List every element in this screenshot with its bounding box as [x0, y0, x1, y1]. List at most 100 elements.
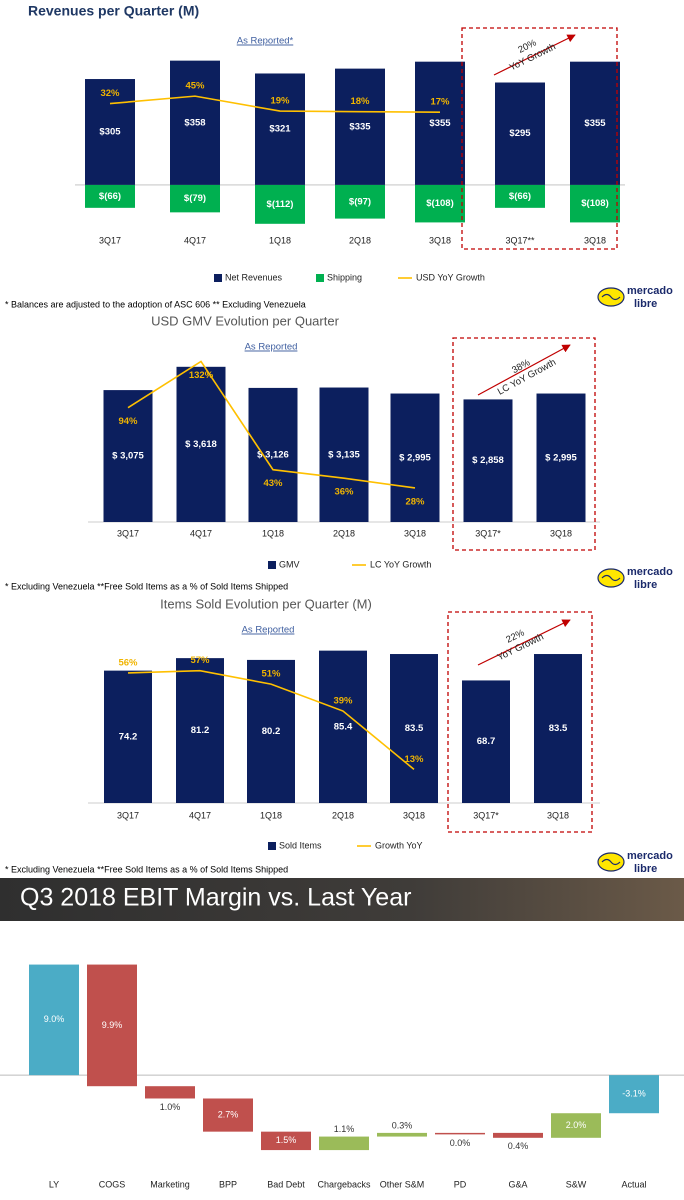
waterfall-value-label: 0.0% [450, 1138, 471, 1148]
x-tick-label: 4Q17 [189, 810, 211, 820]
logo-handshake [601, 293, 621, 301]
x-tick-label: Actual [621, 1179, 646, 1189]
line-value-label: 18% [350, 96, 370, 107]
legend-swatch [268, 842, 276, 850]
bar-value-label: 83.5 [549, 723, 568, 734]
line-value-label: 43% [263, 478, 283, 489]
x-tick-label: Marketing [150, 1179, 190, 1189]
x-tick-label: 4Q17 [184, 235, 206, 245]
x-tick-label: 3Q18 [403, 810, 425, 820]
bar [570, 184, 620, 223]
x-tick-label: 3Q18 [429, 235, 451, 245]
x-tick-label: 3Q17 [99, 235, 121, 245]
bar-value-label: $305 [99, 126, 121, 137]
x-tick-label: COGS [99, 1179, 126, 1189]
x-tick-label: PD [454, 1179, 467, 1189]
chart-title: Items Sold Evolution per Quarter (M) [160, 596, 372, 611]
bar [390, 654, 438, 803]
x-tick-label: LY [49, 1179, 59, 1189]
highlight-box [452, 337, 596, 551]
bar [335, 68, 385, 185]
x-tick-label: 2Q18 [349, 235, 371, 245]
bar-value-label: $ 2,858 [472, 455, 504, 466]
bar [415, 184, 465, 223]
bar [463, 399, 513, 522]
chart-title: Q3 2018 EBIT Margin vs. Last Year [20, 884, 411, 912]
bar-value-label: $ 3,126 [257, 449, 289, 460]
highlight-box [447, 611, 593, 833]
x-tick-label: 3Q17** [505, 235, 535, 245]
waterfall-value-label: 1.5% [276, 1135, 297, 1145]
bar [570, 61, 620, 185]
x-tick-label: 3Q17* [473, 810, 499, 820]
logo-handshake [601, 858, 621, 866]
bar-value-label: $ 3,618 [185, 439, 217, 450]
line-value-label: 19% [270, 96, 290, 107]
bar-value-label: 83.5 [405, 723, 424, 734]
legend-label: Growth YoY [375, 840, 423, 850]
line-value-label: 13% [404, 754, 424, 765]
bar [319, 387, 369, 522]
x-tick-label: 4Q17 [190, 528, 212, 538]
footnote: * Balances are adjusted to the adoption … [5, 299, 306, 309]
line-value-label: 132% [189, 370, 214, 381]
x-tick-label: 3Q17* [475, 528, 501, 538]
bar-value-label: $ 3,135 [328, 449, 360, 460]
chart-subtitle: As Reported* [237, 36, 294, 47]
line-value-label: 28% [405, 496, 425, 507]
annotation-arrow [477, 619, 571, 666]
bar-value-label: $(66) [99, 191, 121, 202]
bar [255, 184, 305, 224]
waterfall-bar [377, 1132, 427, 1137]
bar [103, 390, 153, 522]
bar-value-label: 68.7 [477, 736, 496, 747]
waterfall-value-label: 2.7% [218, 1109, 239, 1119]
bar-value-label: $295 [509, 128, 531, 139]
x-tick-label: Bad Debt [267, 1179, 305, 1189]
annotation-arrow [493, 34, 576, 76]
waterfall-bar [145, 1086, 195, 1099]
bar [104, 670, 152, 803]
legend-swatch [316, 274, 324, 282]
bar-value-label: $(112) [267, 199, 294, 210]
line-value-label: 32% [100, 88, 120, 99]
line-value-label: 57% [190, 655, 210, 666]
growth-line [127, 360, 416, 489]
logo-text: mercado [627, 285, 673, 297]
bar [176, 366, 226, 522]
bar [170, 60, 220, 185]
waterfall-value-label: 0.3% [392, 1120, 413, 1130]
line-value-label: 51% [261, 669, 281, 680]
waterfall-bar [203, 1098, 253, 1132]
waterfall-bar [87, 964, 137, 1087]
bar [495, 184, 545, 208]
bar [255, 73, 305, 185]
bar-value-label: $(108) [581, 198, 608, 209]
footnote: * Excluding Venezuela **Free Sold Items … [5, 581, 288, 591]
line-value-label: 39% [333, 696, 353, 707]
bar-value-label: $ 2,995 [399, 452, 431, 463]
bar [85, 184, 135, 208]
line-value-label: 36% [334, 487, 354, 498]
waterfall-value-label: -3.1% [622, 1089, 646, 1099]
x-tick-label: 3Q17 [117, 528, 139, 538]
line-value-label: 56% [118, 657, 138, 668]
growth-line [109, 95, 441, 114]
annotation-arrow [477, 344, 571, 396]
waterfall-bar [435, 1132, 485, 1135]
waterfall-value-label: 2.0% [566, 1120, 587, 1130]
line-value-label: 17% [430, 97, 450, 108]
chart-subtitle: As Reported [242, 625, 295, 636]
waterfall-value-label: 1.1% [334, 1124, 355, 1134]
bar [390, 393, 440, 522]
growth-line [127, 669, 415, 770]
waterfall-bar [319, 1136, 369, 1151]
logo-text: mercado [627, 566, 673, 578]
x-tick-label: S&W [566, 1179, 587, 1189]
bar-value-label: $321 [269, 124, 291, 135]
x-tick-label: 3Q18 [404, 528, 426, 538]
legend-label: Sold Items [279, 840, 322, 850]
waterfall-bar [29, 964, 79, 1076]
waterfall-bar [551, 1113, 601, 1138]
